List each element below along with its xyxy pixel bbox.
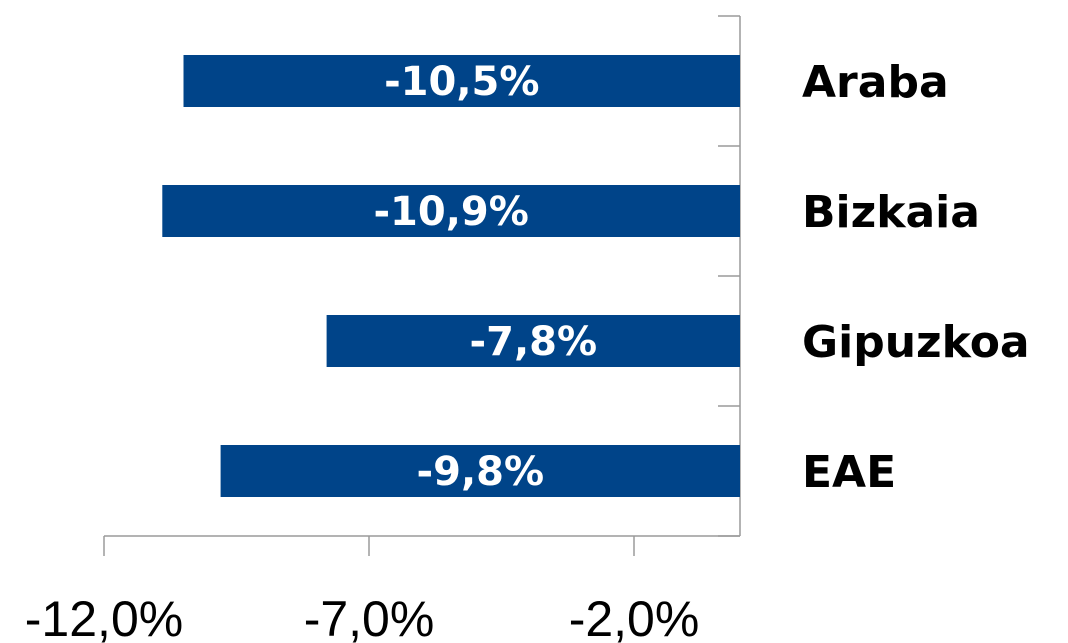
bar-value-label: -10,9% xyxy=(373,189,528,235)
bar xyxy=(326,315,740,367)
chart-bars xyxy=(162,55,741,497)
category-label: Araba xyxy=(802,57,949,108)
x-tick-label: -2,0% xyxy=(569,591,700,643)
bar-value-label: -7,8% xyxy=(470,319,598,365)
bar xyxy=(183,55,740,107)
category-label: EAE xyxy=(802,447,896,498)
x-tick-label: -7,0% xyxy=(304,591,435,643)
chart-labels: -12,0% -7,0% -2,0% -10,5% Araba -10,9% Bizkaia… xyxy=(25,57,1030,643)
category-label: Bizkaia xyxy=(802,187,980,238)
bar-value-label: -10,5% xyxy=(384,59,539,105)
bar-value-label: -9,8% xyxy=(417,449,545,495)
bar xyxy=(220,445,741,497)
category-label: Gipuzkoa xyxy=(802,317,1030,368)
x-tick-label: -12,0% xyxy=(25,591,183,643)
bar xyxy=(162,185,741,237)
